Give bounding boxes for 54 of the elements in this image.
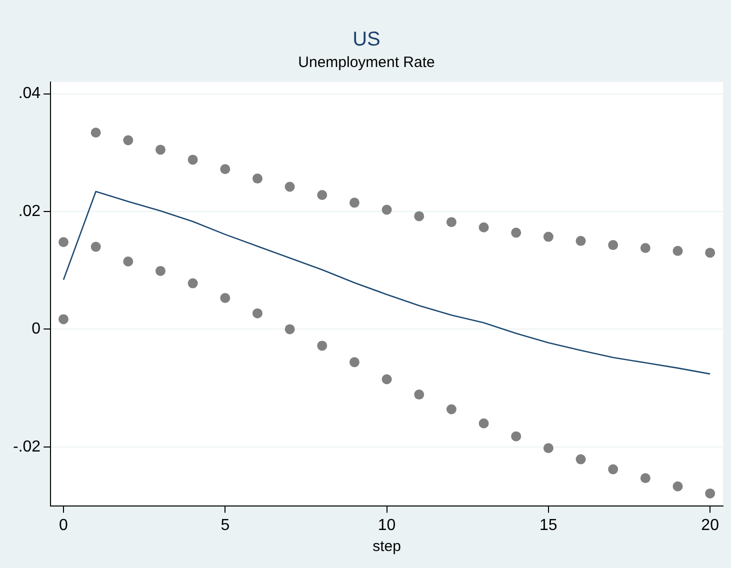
point: [220, 293, 230, 304]
point: [58, 314, 68, 324]
point: [317, 340, 328, 351]
point: [349, 357, 360, 368]
point: [155, 266, 166, 276]
point: [478, 222, 489, 232]
point: [672, 246, 683, 256]
point: [672, 481, 683, 492]
point: [123, 135, 134, 146]
point: [446, 217, 456, 228]
point: [284, 324, 295, 334]
point: [576, 236, 586, 246]
x-axis-title: step: [372, 538, 401, 556]
x-tick-label: 20: [701, 516, 720, 534]
point: [640, 242, 650, 253]
point: [382, 204, 392, 215]
x-tick-label: 0: [59, 516, 68, 534]
point: [252, 308, 262, 318]
point: [155, 144, 166, 155]
point: [543, 232, 554, 242]
point: [478, 418, 489, 428]
point: [705, 488, 716, 498]
point: [317, 190, 328, 200]
point: [543, 443, 554, 454]
y-tick-label: .04: [18, 85, 41, 102]
point: [382, 374, 392, 384]
point: [511, 431, 522, 442]
point: [414, 390, 424, 400]
point: [446, 404, 456, 414]
y-tick-label: .02: [18, 202, 41, 220]
point: [349, 198, 360, 208]
point: [90, 128, 101, 138]
point: [188, 278, 198, 288]
x-tick-label: 10: [378, 516, 396, 534]
point: [640, 473, 650, 484]
point: [705, 248, 716, 258]
point: [90, 242, 101, 252]
x-tick-label: 15: [540, 516, 558, 534]
y-tick-label: 0: [32, 320, 41, 338]
chart-subtitle: Unemployment Rate: [298, 54, 435, 72]
point: [511, 228, 522, 238]
point: [58, 237, 68, 248]
x-tick-label: 5: [220, 516, 230, 534]
y-tick-label: -.02: [12, 438, 41, 456]
point: [188, 154, 198, 165]
point: [123, 256, 134, 267]
point: [608, 240, 618, 250]
point: [220, 164, 230, 174]
point: [414, 211, 424, 222]
point: [576, 454, 586, 464]
point: [608, 464, 618, 474]
point: [284, 182, 295, 192]
point: [252, 174, 262, 184]
chart-title: US: [352, 28, 380, 51]
